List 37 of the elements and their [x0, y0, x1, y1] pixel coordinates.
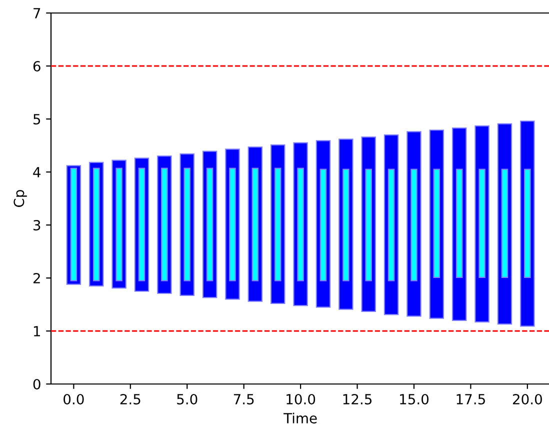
- bar: [206, 168, 214, 282]
- y-tick-label: 7: [34, 8, 40, 18]
- bar: [410, 168, 418, 282]
- bar: [433, 168, 440, 278]
- bar: [297, 168, 304, 282]
- bar: [456, 168, 463, 278]
- bar: [365, 168, 372, 282]
- bar: [501, 168, 508, 278]
- x-tick-label: 7.5: [234, 394, 254, 404]
- bar: [161, 168, 168, 282]
- x-tick-label: 12.5: [343, 394, 372, 404]
- bar: [524, 168, 531, 278]
- x-tick-label: 5.0: [177, 394, 198, 404]
- y-tick-label: 1: [34, 326, 40, 336]
- y-tick-label: 4: [33, 167, 40, 178]
- bar: [388, 168, 395, 282]
- bar: [320, 168, 327, 282]
- x-axis-title: Time: [284, 412, 317, 424]
- x-tick-label: 15.0: [400, 394, 429, 404]
- y-axis-title: Cp: [14, 190, 27, 207]
- y-tick-label: 5: [34, 114, 40, 124]
- bar: [138, 168, 146, 282]
- y-tick-label: 0: [33, 378, 40, 390]
- bar: [274, 168, 282, 282]
- bar: [184, 168, 191, 282]
- y-tick-label: 2: [33, 272, 40, 284]
- x-tick-label: 20.0: [512, 394, 542, 404]
- x-tick-label: 0.0: [64, 394, 84, 404]
- bar: [342, 168, 350, 282]
- x-tick-label: 2.5: [120, 394, 140, 404]
- x-tick-label: 10.0: [286, 394, 316, 404]
- y-tick-label: 3: [34, 220, 40, 230]
- bar: [252, 168, 259, 282]
- x-tick-label: 17.5: [456, 394, 485, 404]
- bar: [229, 168, 236, 282]
- bar: [478, 168, 486, 278]
- y-tick-label: 6: [33, 60, 40, 72]
